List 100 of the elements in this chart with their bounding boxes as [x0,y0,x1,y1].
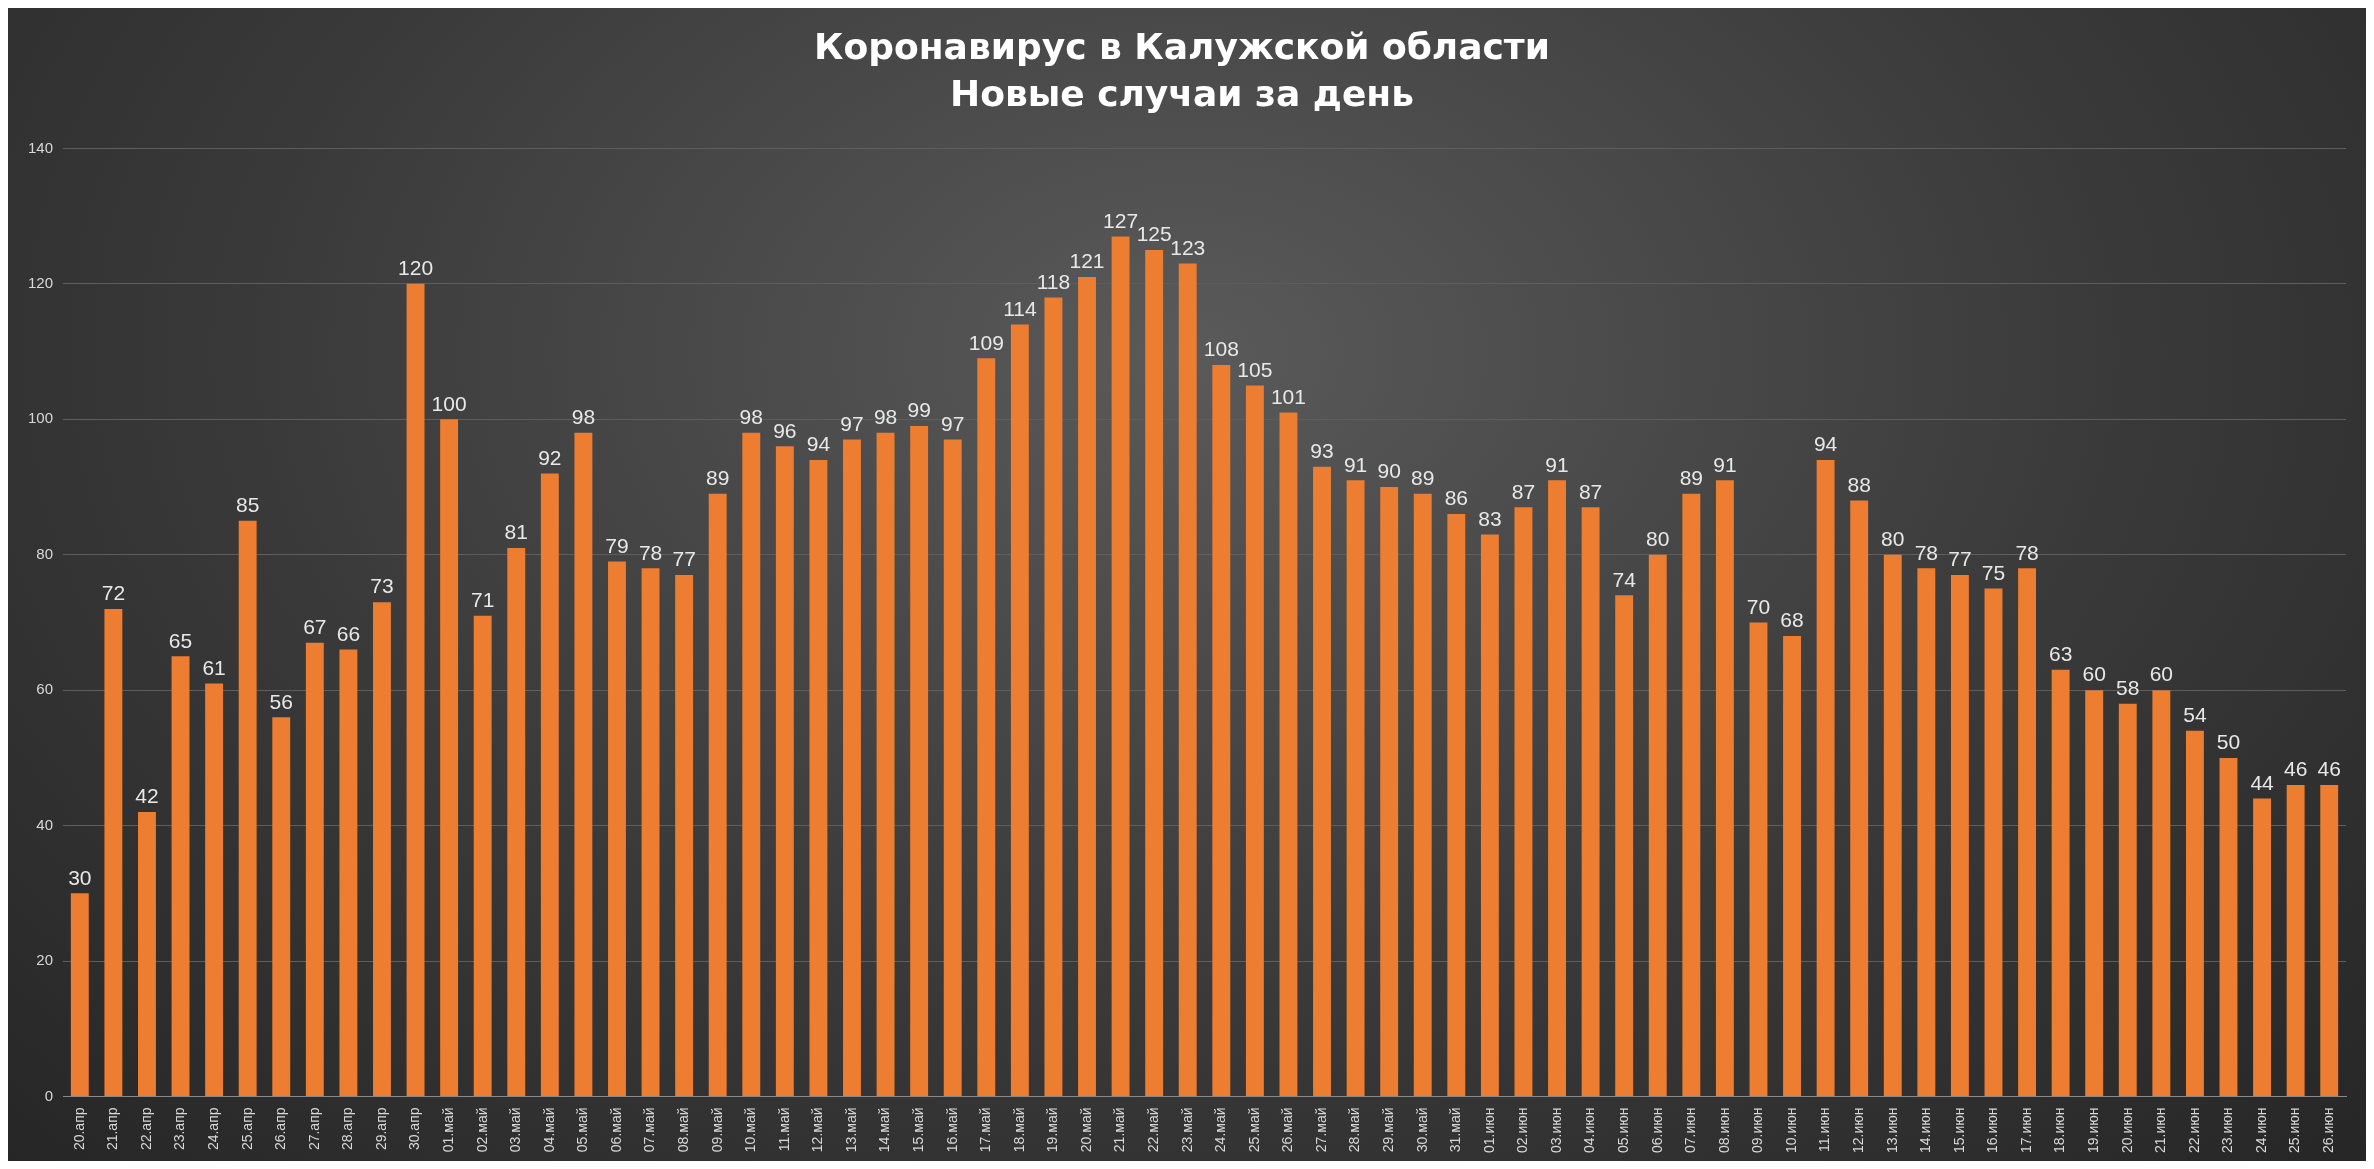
y-tick-label: 100 [28,409,54,427]
data-label: 72 [101,581,126,605]
x-tick-label: 25.апр [238,1107,255,1151]
x-tick-label: 15.май [910,1107,926,1153]
y-tick-label: 0 [44,1086,54,1104]
x-tick-label: 28.май [1346,1107,1363,1153]
x-tick-label: 07.май [641,1107,658,1153]
y-tick-label: 120 [28,273,54,291]
chart-subtitle: Новые случаи за день [950,73,1414,115]
x-tick-label: 23.апр [171,1107,188,1151]
data-label: 98 [739,405,763,429]
chart-title: Коронавирус в Калужской области [814,25,1550,67]
data-label: 61 [202,655,226,679]
x-tick-label: 27.май [1312,1107,1329,1153]
x-tick-label: 25.май [1245,1107,1262,1153]
data-label: 74 [1612,567,1637,591]
x-tick-label: 23.июн [2219,1107,2236,1153]
x-tick-label: 10.июн [1782,1107,1799,1153]
data-label: 73 [370,574,394,598]
x-tick-label: 15.июн [1950,1107,1967,1153]
data-label: 91 [1343,452,1368,476]
x-tick-label: 24.апр [204,1107,221,1151]
data-label: 123 [1170,235,1206,259]
data-label: 81 [504,520,528,544]
x-tick-label: 01.июн [1480,1107,1497,1153]
x-tick-label: 17.июн [2017,1107,2034,1153]
data-label: 86 [1444,486,1468,510]
x-tick-label: 31.май [1447,1107,1464,1153]
x-tick-label: 12.май [809,1107,826,1153]
x-tick-label: 26.май [1279,1107,1296,1153]
data-label: 96 [773,418,797,442]
x-tick-label: 04.июн [1581,1107,1598,1153]
x-tick-label: 21.апр [104,1107,121,1151]
x-tick-label: 23.май [1178,1107,1195,1153]
data-label: 50 [2216,730,2241,754]
x-tick-label: 11.май [775,1107,792,1152]
data-label: 99 [907,398,931,422]
x-tick-label: 20.май [1077,1107,1094,1153]
data-label: 97 [941,411,965,435]
x-tick-label: 03.июн [1547,1107,1564,1153]
x-tick-label: 20.июн [2118,1107,2135,1153]
x-tick-label: 10.май [742,1107,759,1153]
data-label: 94 [1813,432,1838,456]
data-label: 66 [336,621,361,645]
data-label: 98 [571,405,596,429]
x-tick-label: 17.май [977,1107,994,1153]
x-tick-label: 04.май [540,1107,557,1153]
data-label: 88 [1847,472,1871,496]
x-tick-label: 03.май [507,1107,524,1153]
data-label: 87 [1578,479,1603,503]
data-label: 44 [2250,770,2275,794]
data-label: 89 [706,466,730,490]
data-label: 94 [806,432,831,456]
x-tick-label: 13.май [842,1107,859,1153]
x-tick-label: 21.июн [2152,1107,2169,1153]
data-label: 78 [1914,540,1939,564]
x-tick-label: 06.май [607,1107,624,1153]
x-tick-label: 19.май [1044,1107,1061,1153]
data-label: 109 [968,330,1004,354]
data-label: 60 [2149,662,2174,686]
data-label: 120 [398,256,434,280]
data-label: 30 [68,865,92,889]
data-label: 46 [2317,757,2341,781]
x-tick-label: 08.май [674,1107,691,1153]
data-label: 54 [2183,703,2207,727]
x-tick-label: 09.май [708,1107,725,1153]
x-tick-label: 12.июн [1850,1107,1867,1153]
data-label: 121 [1069,249,1105,273]
data-label: 70 [1746,594,1771,618]
data-label: 58 [2116,676,2140,699]
data-label: 60 [2082,662,2106,686]
data-label: 67 [303,615,327,639]
x-tick-label: 13.июн [1883,1107,1900,1153]
data-label: 100 [431,391,467,415]
data-label: 125 [1136,222,1172,246]
x-tick-label: 18.май [1010,1107,1027,1153]
x-tick-label: 30.май [1413,1107,1430,1153]
x-tick-label: 01.май [439,1107,456,1153]
x-tick-label: 02.май [473,1107,490,1153]
data-label: 46 [2283,757,2308,781]
x-tick-label: 14.июн [1917,1107,1934,1153]
data-label: 118 [1036,269,1071,293]
data-label: 91 [1545,452,1569,476]
data-label: 101 [1270,384,1306,408]
x-tick-label: 05.июн [1615,1107,1632,1153]
x-tick-label: 06.июн [1648,1107,1665,1153]
x-tick-label: 18.июн [2051,1107,2068,1153]
x-tick-label: 09.июн [1749,1107,1766,1153]
data-label: 90 [1377,459,1401,483]
y-tick-label: 80 [36,544,54,562]
x-tick-label: 28.апр [339,1107,356,1151]
data-label: 105 [1237,357,1273,381]
x-tick-label: 21.май [1111,1107,1128,1153]
y-tick-label: 40 [36,815,54,833]
data-label: 78 [638,540,663,564]
y-tick-label: 60 [36,680,54,698]
data-label: 79 [605,533,629,557]
x-tick-label: 22.июн [2185,1107,2202,1153]
x-tick-label: 25.июн [2286,1107,2303,1153]
x-tick-label: 02.июн [1514,1107,1531,1153]
